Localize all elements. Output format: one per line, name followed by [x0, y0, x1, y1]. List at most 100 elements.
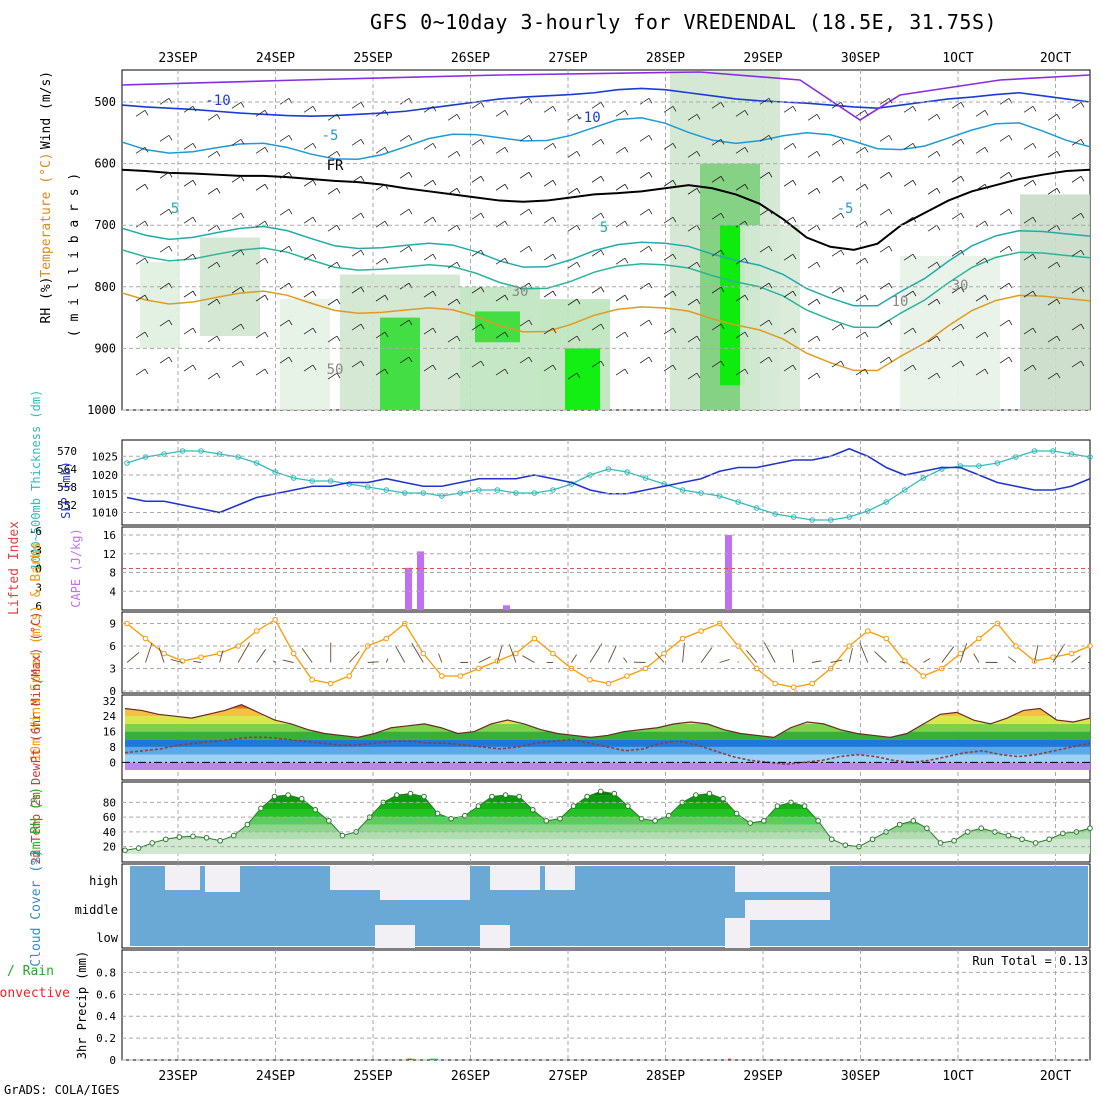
wind-barb — [255, 368, 266, 376]
wind-barb — [288, 135, 293, 141]
wind-barb — [360, 139, 365, 145]
wind-tick-label: 3 — [109, 663, 116, 676]
wind-barb — [624, 257, 629, 264]
wind-barb — [648, 135, 653, 141]
rh-band — [125, 795, 1090, 803]
wind-barb — [879, 282, 890, 290]
wind-barb — [423, 105, 434, 113]
contour-label: -10 — [575, 110, 600, 126]
wind-barb-10m — [385, 658, 389, 663]
wind-barb — [879, 245, 890, 253]
wind-barb — [399, 134, 410, 142]
wind-barb — [639, 282, 650, 290]
wind-barb — [663, 142, 674, 150]
wind-barb — [864, 368, 869, 375]
wind-barb — [432, 180, 437, 186]
wind-barb — [735, 146, 746, 154]
wind-barb — [207, 150, 218, 158]
wind-barb — [864, 294, 869, 301]
wind-barb — [759, 356, 770, 364]
thickness-point — [124, 460, 130, 466]
rh-point — [611, 790, 618, 797]
wind-barb — [408, 172, 413, 178]
thickness-point — [216, 451, 223, 457]
wind-barb — [975, 331, 986, 339]
thickness-point — [531, 490, 538, 496]
wind-barb — [279, 134, 290, 142]
wind-barb — [351, 323, 362, 331]
wind-barb — [1008, 319, 1013, 326]
wind-barb — [312, 253, 317, 260]
cape-tick-label: 4 — [109, 585, 116, 598]
wind-barb — [447, 298, 458, 306]
wind-barb — [336, 151, 341, 157]
wind-barb — [384, 110, 389, 116]
contour-label: FR — [327, 158, 344, 174]
cloud-patch — [375, 925, 415, 948]
rh-shade — [740, 225, 800, 410]
wind-barb-10m — [1052, 643, 1065, 663]
wind-barb — [351, 286, 362, 294]
wind-barb — [975, 183, 986, 191]
rh-shade — [280, 299, 330, 410]
wind-barb — [975, 146, 986, 154]
wind-barb — [279, 171, 290, 179]
wind-barb — [552, 106, 557, 112]
wind-barb-10m — [411, 642, 424, 663]
wind-barb — [567, 187, 578, 195]
wind-barb — [840, 212, 845, 219]
wind-barb — [264, 184, 269, 190]
wind-barb — [135, 146, 146, 154]
wind-barb — [303, 327, 314, 335]
rh-point — [924, 825, 930, 832]
wind-speed-point — [550, 650, 556, 657]
wind-barb — [528, 208, 533, 215]
cloud-patch — [380, 866, 470, 900]
wind-barb — [183, 364, 194, 372]
wind-barb — [975, 368, 986, 376]
wind-barb — [960, 360, 965, 367]
wind-barb — [720, 249, 725, 256]
wind-barb — [1032, 290, 1037, 297]
rh-point — [896, 821, 903, 828]
wind-barb — [744, 184, 749, 190]
wind-barb — [759, 171, 770, 179]
thickness-point — [235, 454, 241, 460]
wind-barb — [711, 249, 722, 257]
wind-barb — [711, 212, 722, 220]
wind-barb — [408, 245, 413, 252]
wind-barb — [768, 98, 773, 104]
wind-barb — [135, 109, 146, 117]
wind-barb — [336, 188, 341, 194]
wind-barb — [759, 97, 770, 105]
thickness-point — [290, 475, 297, 481]
wind-barb — [519, 319, 530, 327]
temp-tick-label: 0 — [109, 756, 116, 769]
wind-barb — [183, 253, 194, 261]
wind-barb — [951, 249, 962, 257]
wind-barb-10m — [830, 659, 843, 663]
wind-barb — [231, 175, 242, 183]
wind-barb — [1080, 212, 1085, 219]
wind-speed-point — [679, 635, 686, 642]
wind-barb — [576, 114, 581, 120]
wind-barb — [495, 331, 506, 339]
wind-barb — [855, 257, 866, 265]
wind-barb — [831, 249, 842, 257]
wind-barb — [783, 179, 794, 187]
wind-barb — [576, 224, 581, 231]
rh-point — [285, 792, 291, 798]
wind-barb — [519, 134, 530, 142]
wind-barb — [471, 360, 482, 368]
wind-barb — [591, 101, 602, 109]
precip-tick-label: 0 — [109, 1054, 116, 1067]
cloud-patch — [725, 918, 750, 948]
wind-barb — [840, 323, 845, 330]
wind-barb — [807, 298, 818, 306]
cloud-patch — [480, 925, 510, 948]
thickness-point — [698, 490, 704, 496]
wind-barb — [528, 356, 533, 363]
precip-tick-label: 0.6 — [96, 988, 116, 1001]
wind-barb — [600, 176, 605, 182]
thickness-tick-label: 570 — [57, 445, 77, 458]
